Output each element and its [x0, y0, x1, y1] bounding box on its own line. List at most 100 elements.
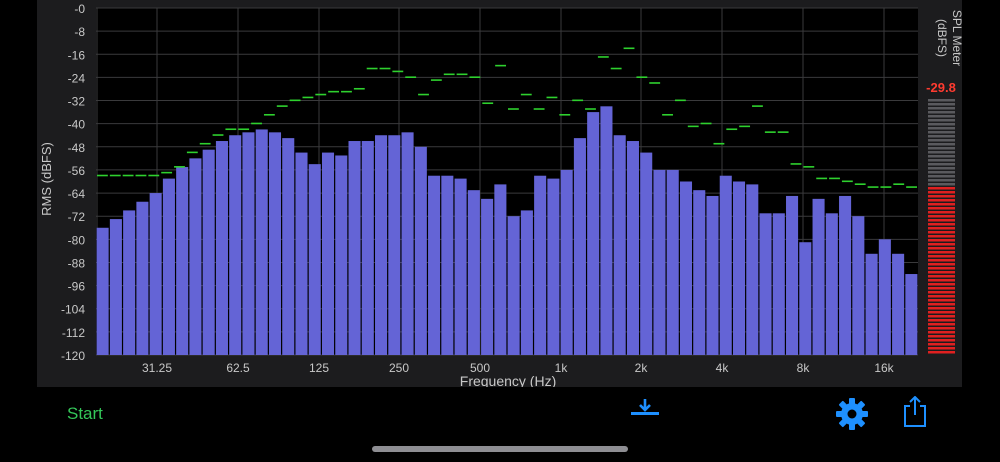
- peak-marker: [366, 67, 378, 70]
- y-tick-label: -0: [74, 2, 85, 16]
- peak-marker: [212, 134, 224, 136]
- peak-marker: [405, 76, 417, 78]
- gear-icon[interactable]: [835, 397, 869, 431]
- spectrum-bar: [534, 175, 547, 355]
- spl-meter-segment: [928, 207, 955, 210]
- spectrum-bar: [600, 106, 613, 355]
- spectrum-bar: [255, 129, 268, 355]
- spectrum-bar: [587, 112, 600, 355]
- spectrum-bar: [202, 149, 215, 355]
- y-axis-label: RMS (dBFS): [39, 142, 54, 216]
- spl-meter-segment: [928, 151, 955, 154]
- spl-meter-segment: [928, 139, 955, 142]
- spl-meter-segment: [928, 263, 955, 266]
- spl-meter-segment: [928, 339, 955, 342]
- spectrum-bar: [626, 141, 639, 355]
- y-tick-label: -8: [74, 25, 85, 39]
- start-button[interactable]: Start: [67, 404, 103, 423]
- x-tick-label: 125: [309, 361, 329, 375]
- spl-meter-segment: [928, 351, 955, 354]
- spl-meter-segment: [928, 319, 955, 322]
- peak-marker: [520, 93, 532, 96]
- spl-meter-segment: [928, 295, 955, 298]
- peak-marker: [546, 96, 558, 99]
- y-tick-label: -32: [68, 95, 86, 109]
- peak-marker: [829, 177, 840, 180]
- spectrum-bar: [162, 178, 175, 355]
- spectrum-bar: [428, 175, 441, 355]
- y-tick-label: -80: [68, 233, 86, 247]
- spl-meter-segment: [928, 243, 955, 246]
- spl-meter-segment: [928, 163, 955, 166]
- spectrum-bar: [96, 227, 109, 355]
- x-tick-label: 1k: [555, 361, 569, 375]
- y-tick-label: -72: [68, 210, 86, 224]
- spl-meter-segment: [928, 155, 955, 158]
- peak-marker: [225, 128, 237, 131]
- spectrum-bar: [560, 169, 573, 355]
- peak-marker: [662, 113, 673, 116]
- spectrum-bar: [573, 138, 586, 355]
- peak-marker: [238, 128, 250, 131]
- x-tick-label: 250: [389, 361, 409, 375]
- spl-meter-segment: [928, 347, 955, 350]
- spl-meter-value: -29.8: [926, 80, 956, 95]
- peak-marker: [610, 67, 622, 70]
- spectrum-bar: [467, 190, 480, 355]
- spectrum-bar: [706, 195, 719, 355]
- download-icon[interactable]: [630, 397, 660, 417]
- peak-marker: [186, 151, 198, 154]
- spl-meter-segment: [928, 259, 955, 262]
- x-axis-label: Frequency (Hz): [460, 373, 556, 387]
- peak-marker: [752, 105, 763, 107]
- spl-meter-segment: [928, 283, 955, 286]
- peak-marker: [135, 174, 147, 177]
- peak-marker: [353, 87, 365, 90]
- spectrum-bar: [772, 213, 785, 355]
- spectrum-bar: [613, 135, 626, 355]
- peak-marker: [597, 56, 609, 58]
- spl-meter-segment: [928, 187, 955, 190]
- spl-meter-segment: [928, 267, 955, 270]
- peak-marker: [263, 113, 275, 116]
- spectrum-bar: [109, 219, 122, 355]
- peak-marker: [97, 174, 108, 177]
- spectrum-bar: [481, 198, 494, 355]
- spl-meter-segment: [928, 215, 955, 218]
- spl-meter-segment: [928, 231, 955, 234]
- spectrum-bar: [123, 210, 136, 355]
- peak-marker: [777, 131, 789, 133]
- spl-meter-segment: [928, 99, 955, 102]
- peak-marker: [109, 174, 121, 177]
- peak-marker: [328, 90, 340, 93]
- y-tick-label: -96: [68, 280, 86, 294]
- peak-marker: [713, 142, 725, 145]
- spl-meter-segment: [928, 311, 955, 314]
- spectrum-chart: -0 -8 -16 -24 -32 -40 -48 -56 -64 -72 -80 -88 -96 -10…: [39, 2, 962, 387]
- spectrum-bar: [878, 239, 891, 355]
- share-icon[interactable]: [902, 396, 928, 428]
- spl-meter-segment: [928, 191, 955, 194]
- peak-marker: [803, 166, 815, 168]
- spl-meter-segment: [928, 331, 955, 334]
- spectrum-bar: [812, 198, 825, 355]
- spl-meter-segment: [928, 171, 955, 174]
- spl-meter-segment: [928, 219, 955, 222]
- spl-meter-segment: [928, 287, 955, 290]
- spl-meter-segment: [928, 203, 955, 206]
- spl-meter-segment: [928, 119, 955, 122]
- peak-marker: [880, 186, 892, 188]
- spl-meter-segment: [928, 303, 955, 306]
- spl-meter-segment: [928, 115, 955, 118]
- spl-meter-segment: [928, 175, 955, 178]
- spl-meter-segment: [928, 167, 955, 170]
- spl-meter-segment: [928, 247, 955, 250]
- spl-meter-segment: [928, 127, 955, 130]
- y-tick-label: -16: [68, 48, 86, 62]
- spectrum-bar: [653, 169, 666, 355]
- spectrum-bar: [732, 181, 746, 355]
- spectrum-bar: [679, 181, 693, 355]
- y-tick-label: -48: [68, 141, 86, 155]
- spl-meter-segment: [928, 279, 955, 282]
- spectrum-bar: [892, 253, 905, 355]
